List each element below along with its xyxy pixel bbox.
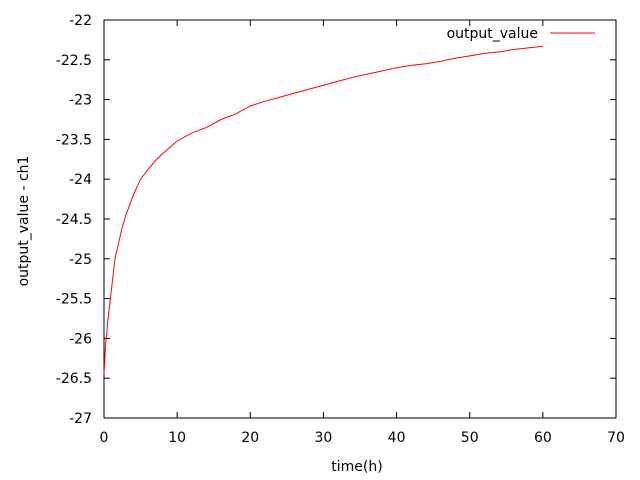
y-tick-label: -24 — [69, 172, 92, 188]
x-tick-label: 20 — [241, 430, 259, 446]
y-tick-label: -26 — [69, 331, 92, 347]
x-tick-label: 30 — [315, 430, 333, 446]
x-tick-label: 0 — [100, 430, 109, 446]
legend-label-output-value: output_value — [447, 26, 538, 42]
x-axis-title: time(h) — [331, 459, 382, 475]
y-tick-label: -22 — [69, 13, 92, 29]
x-tick-label: 40 — [388, 430, 406, 446]
y-tick-label: -26.5 — [56, 371, 92, 387]
y-axis-ticks: -27 -26.5 -26 -25.5 -25 -24.5 -24 -23.5 -23 -22.5… — [56, 13, 616, 427]
legend: output_value — [447, 26, 595, 42]
plot-frame — [103, 19, 617, 419]
x-tick-label: 50 — [461, 430, 479, 446]
x-axis-ticks: 0 10 20 30 40 50 60 70 — [100, 20, 625, 446]
y-tick-label: -22.5 — [56, 53, 92, 69]
x-tick-label: 60 — [534, 430, 552, 446]
x-tick-label: 70 — [607, 430, 625, 446]
y-tick-label: -23 — [69, 93, 92, 109]
series-line-output-value — [103, 45, 543, 375]
y-tick-label: -25 — [69, 252, 92, 268]
y-axis-title: output_value - ch1 — [16, 156, 32, 287]
y-tick-label: -23.5 — [56, 132, 92, 148]
y-tick-label: -24.5 — [56, 212, 92, 228]
x-tick-label: 10 — [168, 430, 186, 446]
y-tick-label: -25.5 — [56, 292, 92, 308]
y-tick-label: -27 — [69, 411, 92, 427]
